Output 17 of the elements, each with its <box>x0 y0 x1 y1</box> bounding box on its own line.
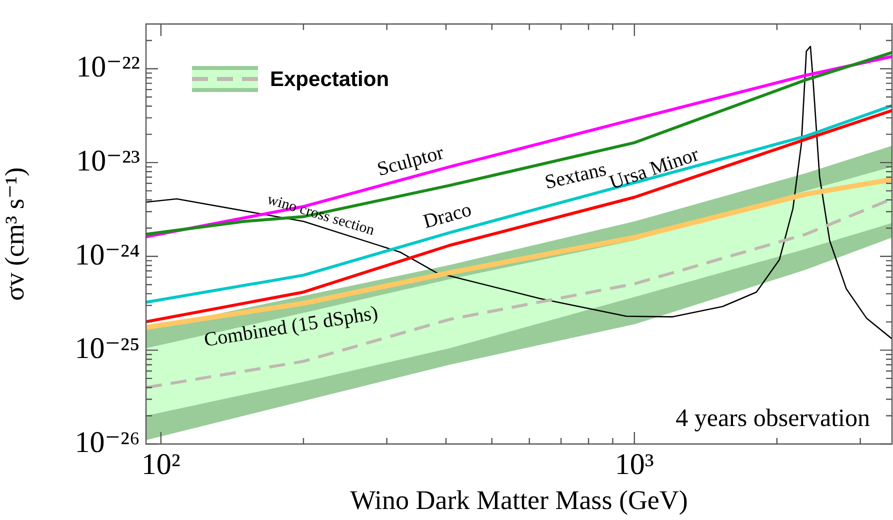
y-tick-label: 10⁻²⁵ <box>74 332 140 366</box>
x-axis-title: Wino Dark Matter Mass (GeV) <box>350 484 688 515</box>
text: Draco <box>420 198 474 234</box>
text: Sextans <box>542 158 609 194</box>
x-tick-label: 10³ <box>614 448 654 481</box>
y-tick-label: 10⁻²⁴ <box>74 238 140 272</box>
text: Ursa Minor <box>606 143 702 194</box>
y-tick-label: 10⁻²² <box>76 50 140 84</box>
legend-label: Expectation <box>270 68 390 91</box>
text: wino cross section <box>265 192 377 239</box>
x-tick-label: 10² <box>141 448 180 481</box>
y-tick-label: 10⁻²⁶ <box>74 426 140 459</box>
y-tick-label: 10⁻²³ <box>76 144 140 178</box>
annotation: 4 years observation <box>676 405 870 432</box>
y-axis-title: σv (cm³ s⁻¹) <box>0 167 30 301</box>
text: Sculptor <box>374 142 446 181</box>
text: Combined (15 dSphs) <box>202 302 380 352</box>
